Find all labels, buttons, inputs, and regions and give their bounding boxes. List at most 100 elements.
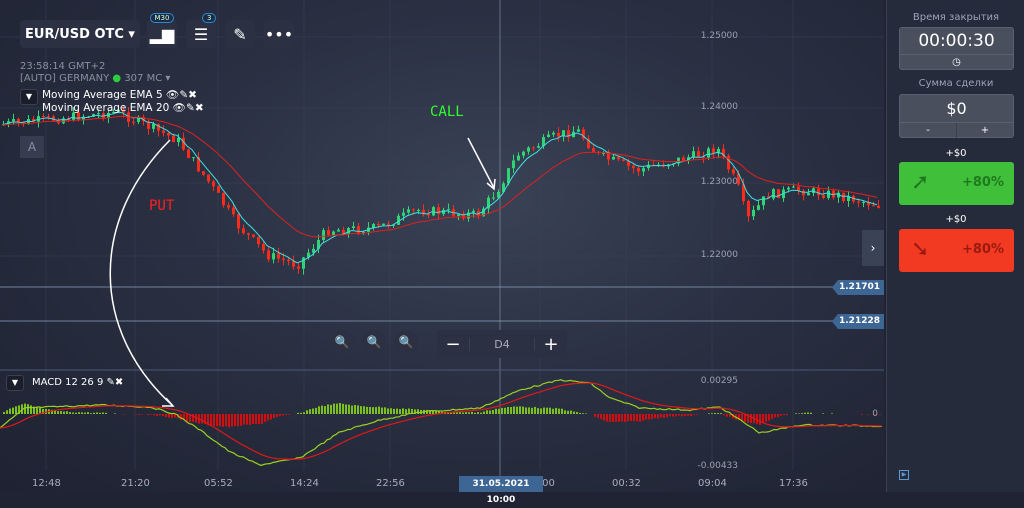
candle xyxy=(757,205,760,210)
candle xyxy=(787,187,790,190)
macd-histogram-bar xyxy=(738,414,740,421)
zoom-in-button[interactable]: 🔍 xyxy=(394,330,418,354)
close-icon[interactable]: ✖ xyxy=(114,377,124,388)
put-annotation: PUT xyxy=(149,198,175,214)
macd-histogram-bar xyxy=(258,414,260,425)
marker-a[interactable]: A xyxy=(20,136,44,158)
amount-value: $0 xyxy=(946,99,967,118)
macd-histogram-bar xyxy=(12,407,14,414)
macd-histogram-bar xyxy=(522,406,524,414)
candle xyxy=(392,224,395,226)
collapse-indicators-button[interactable]: ▼ xyxy=(20,89,38,105)
candle xyxy=(372,224,375,228)
drawing-button[interactable]: ✎ xyxy=(225,20,255,48)
candle xyxy=(482,208,485,217)
period-plus-button[interactable]: + xyxy=(543,333,559,355)
macd-histogram-bar xyxy=(282,414,284,416)
macd-histogram-bar xyxy=(276,414,278,418)
amount-field[interactable]: $0 - + xyxy=(899,94,1014,138)
candle xyxy=(712,148,715,154)
more-button[interactable]: ••• xyxy=(264,20,294,48)
amount-label: Сумма сделки xyxy=(918,78,994,89)
chart-canvas[interactable] xyxy=(0,0,884,492)
eye-icon[interactable]: 👁 xyxy=(172,102,186,114)
asset-selector[interactable]: EUR/USD OTC ▾ xyxy=(20,20,140,48)
zoom-icon: 🔍 xyxy=(366,335,382,349)
scroll-right-button[interactable]: › xyxy=(862,230,884,266)
candle xyxy=(227,205,230,208)
macd-histogram-bar xyxy=(405,409,407,414)
candle xyxy=(817,188,820,196)
macd-histogram-bar xyxy=(471,411,473,414)
time-label: 14:24 xyxy=(290,478,319,489)
macd-histogram-bar xyxy=(879,414,881,415)
macd-histogram-bar xyxy=(93,412,95,414)
macd-histogram-bar xyxy=(150,414,152,415)
candle xyxy=(532,147,535,149)
zoom-reset-button[interactable]: 🔍 xyxy=(362,330,386,354)
macd-histogram-bar xyxy=(255,414,257,425)
macd-histogram-bar xyxy=(714,412,716,414)
eye-icon[interactable]: 👁 xyxy=(165,89,180,101)
close-icon[interactable]: ✖ xyxy=(194,102,204,114)
close-time-field[interactable]: 00:00:30 ◷ xyxy=(899,27,1014,70)
macd-histogram-bar xyxy=(492,409,494,414)
candle xyxy=(442,209,445,214)
macd-histogram-bar xyxy=(180,414,182,420)
zoom-out-icon: 🔍 xyxy=(334,335,350,349)
macd-histogram-bar xyxy=(798,413,800,414)
candle xyxy=(157,123,160,131)
zoom-out-button[interactable]: 🔍 xyxy=(330,330,354,354)
candle xyxy=(702,156,705,158)
candle xyxy=(107,112,110,119)
put-button[interactable]: ➘ +80% xyxy=(899,229,1014,272)
candle xyxy=(752,209,755,217)
candle xyxy=(207,174,210,182)
collapse-macd-button[interactable]: ▼ xyxy=(6,375,24,391)
candle xyxy=(797,186,800,191)
macd-histogram-bar xyxy=(135,414,137,415)
macd-histogram-bar xyxy=(297,412,299,414)
server-time: 23:58:14 GMT+2 xyxy=(20,61,106,72)
amount-minus-button[interactable]: - xyxy=(900,123,957,138)
pencil-icon[interactable]: ✎ xyxy=(186,102,195,114)
chart-type-button[interactable]: ▂▆ M30 xyxy=(147,13,177,48)
macd-histogram-bar xyxy=(645,414,647,420)
candle xyxy=(362,231,365,233)
macd-histogram-bar xyxy=(318,406,320,414)
candle xyxy=(512,160,515,169)
candle xyxy=(632,165,635,169)
macd-histogram-bar xyxy=(531,407,533,414)
macd-histogram-bar xyxy=(114,413,116,414)
macd-histogram-bar xyxy=(684,414,686,416)
pencil-icon[interactable]: ✎ xyxy=(179,89,189,101)
expand-icon[interactable]: ▶ xyxy=(899,470,909,480)
candle xyxy=(647,164,650,169)
candle xyxy=(337,229,340,232)
macd-histogram-bar xyxy=(9,408,11,414)
macd-histogram-bar xyxy=(675,414,677,417)
macd-histogram-bar xyxy=(252,414,254,424)
macd-histogram-bar xyxy=(582,413,584,414)
close-icon[interactable]: ✖ xyxy=(188,89,197,101)
candle xyxy=(747,201,750,217)
candle xyxy=(297,266,300,269)
macd-histogram-bar xyxy=(801,413,803,414)
period-minus-button[interactable]: − xyxy=(445,333,461,355)
indicators-button[interactable]: ☰ 3 xyxy=(186,13,217,48)
clock-icon[interactable]: ◷ xyxy=(900,54,1013,70)
candle xyxy=(17,119,20,122)
chart-area[interactable]: EUR/USD OTC ▾ ▂▆ M30 ☰ 3 ✎ ••• 23:58:14 GM… xyxy=(0,0,884,505)
macd-histogram-bar xyxy=(99,412,101,414)
call-button[interactable]: ➚ +80% xyxy=(899,162,1014,205)
price-tag-low: 1.21228 xyxy=(832,314,884,329)
macd-histogram-bar xyxy=(381,407,383,414)
candle xyxy=(557,132,560,137)
candle xyxy=(617,156,620,160)
candle xyxy=(542,137,545,147)
amount-plus-button[interactable]: + xyxy=(980,125,990,136)
candle xyxy=(472,210,475,213)
macd-histogram-bar xyxy=(387,408,389,414)
macd-histogram-bar xyxy=(39,407,41,414)
pencil-icon[interactable]: ✎ xyxy=(106,377,115,388)
